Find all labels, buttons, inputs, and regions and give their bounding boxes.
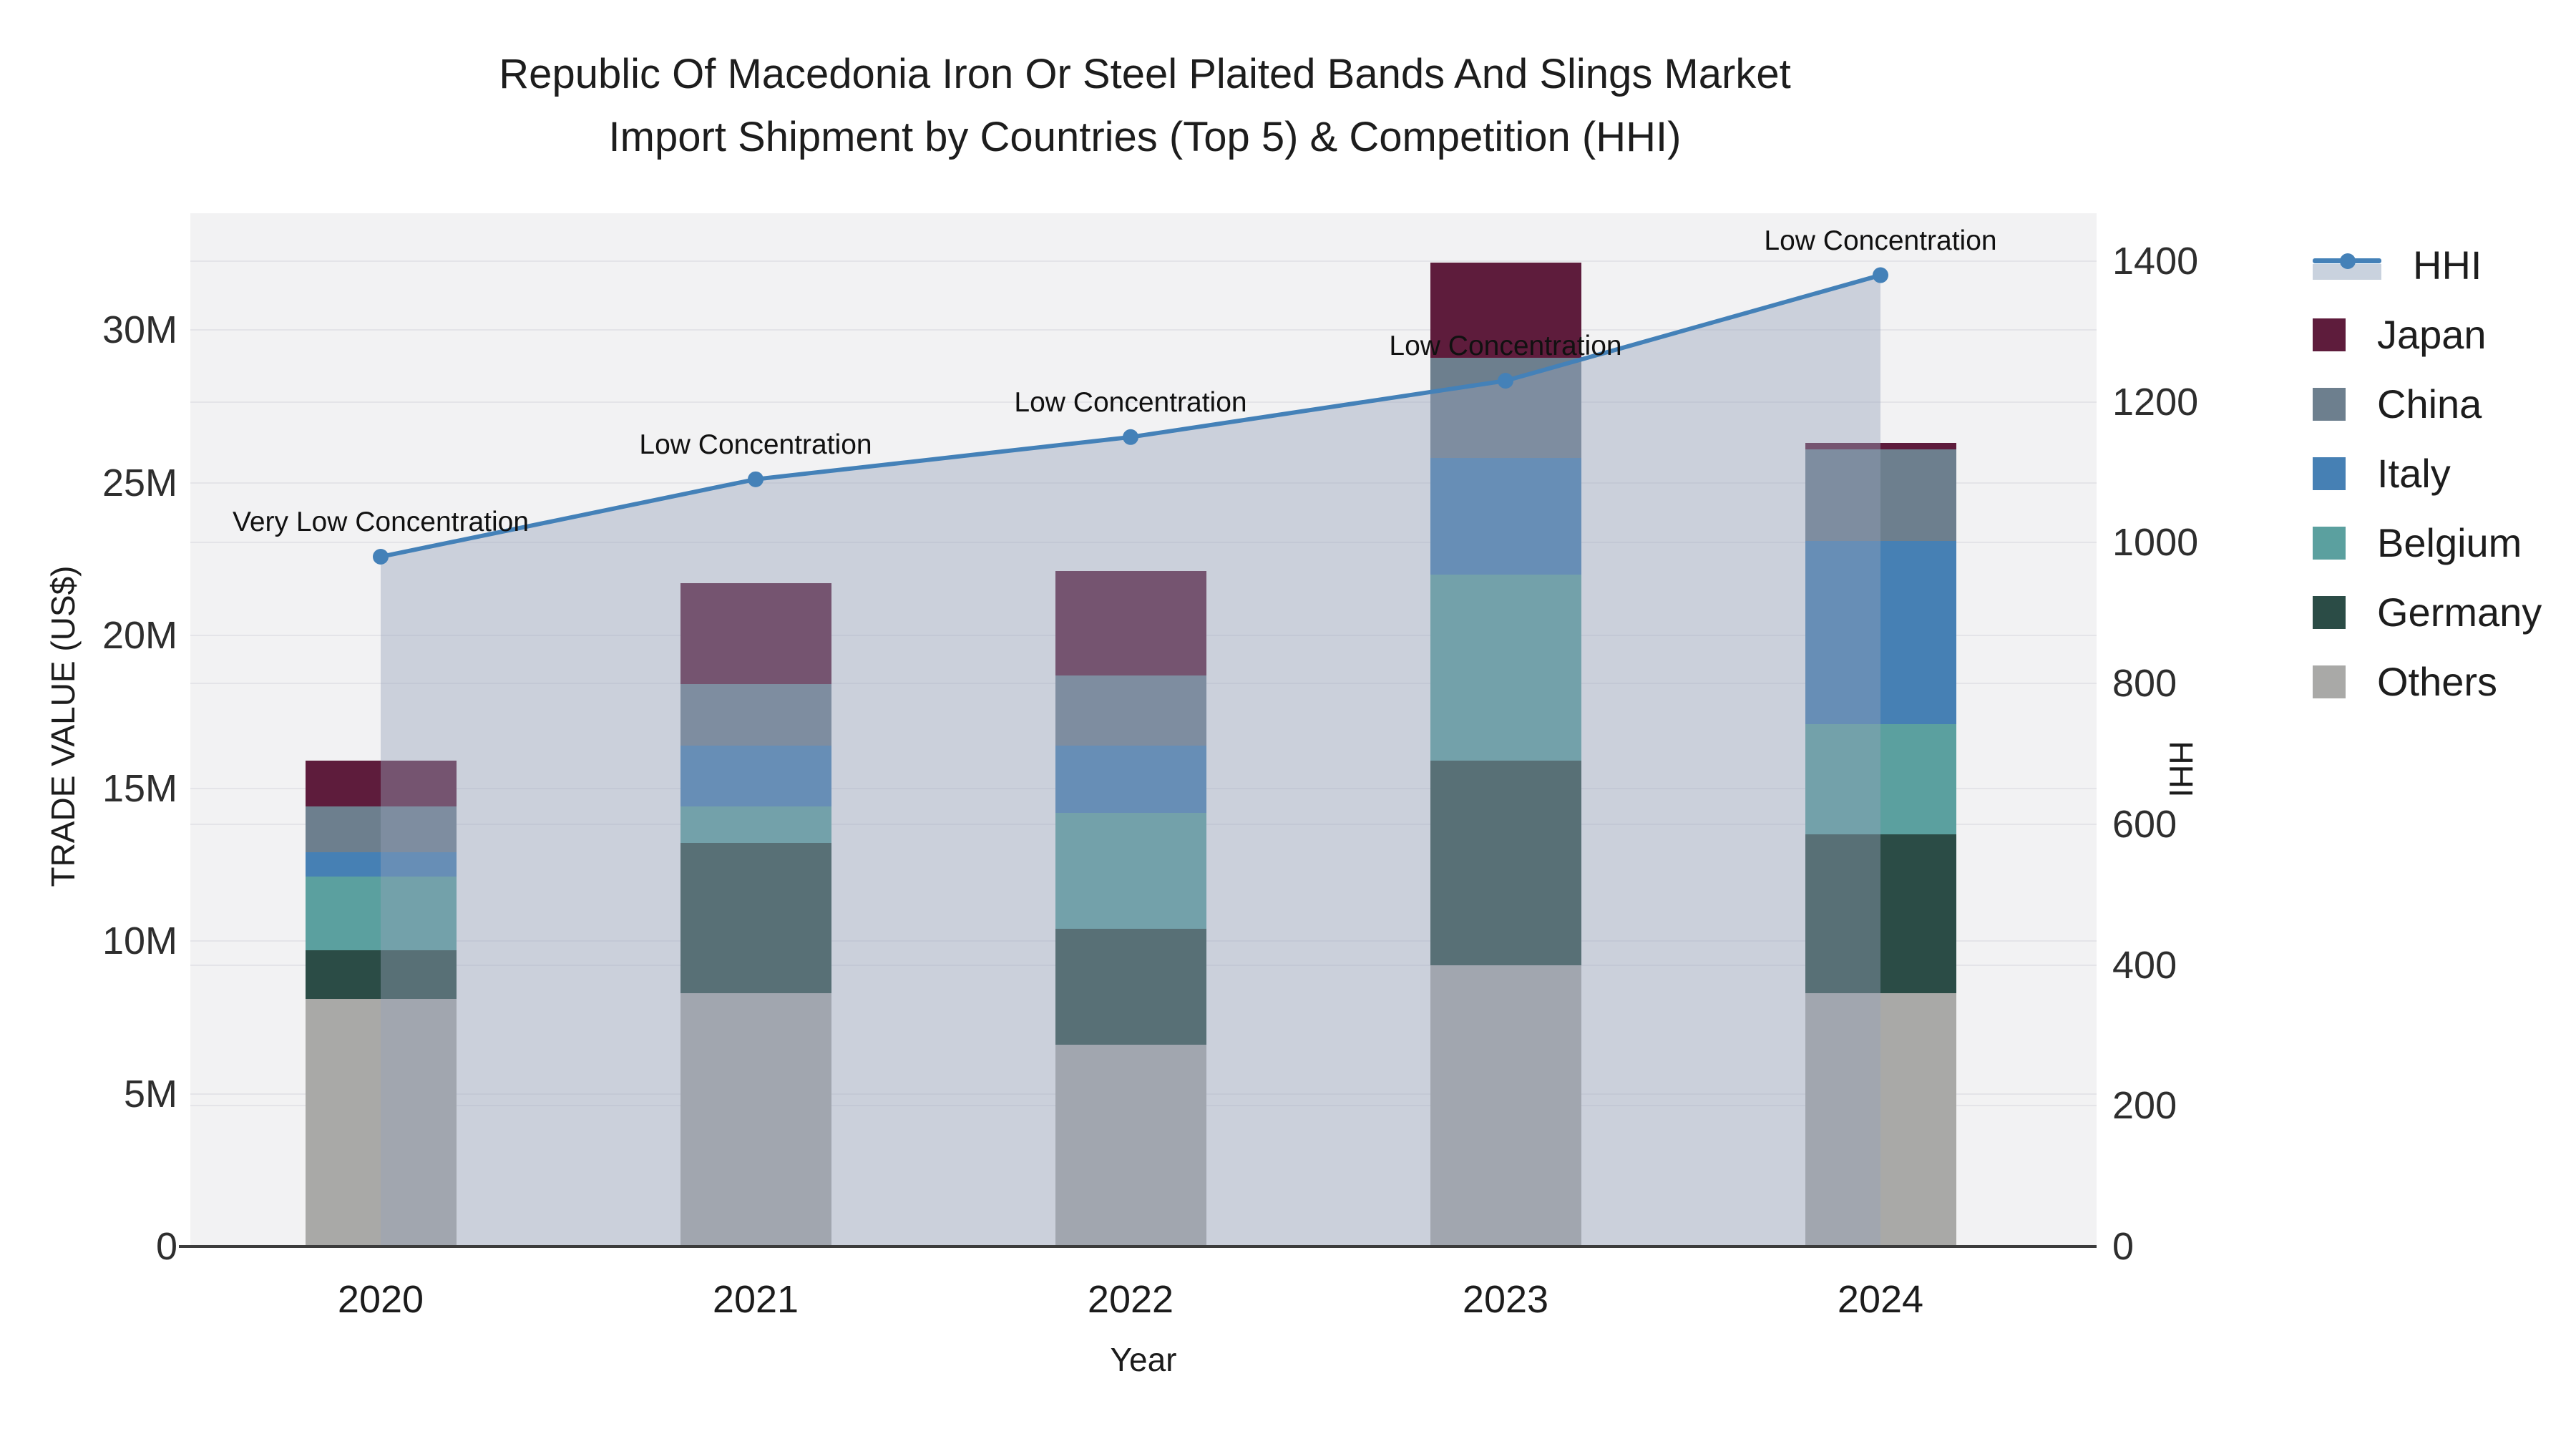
x-axis-title: Year	[1110, 1341, 1177, 1378]
chart-title-line2: Import Shipment by Countries (Top 5) & C…	[608, 114, 1682, 160]
legend-label-germany: Germany	[2377, 590, 2542, 635]
x-axis-line	[179, 1245, 2097, 1248]
bar-segment-germany-2022[interactable]	[1055, 928, 1206, 1045]
gridline-trade-value	[190, 329, 2097, 331]
y-right-tick-1000: 1000	[2112, 521, 2199, 565]
bar-segment-germany-2024[interactable]	[1805, 834, 1956, 993]
bar-segment-belgium-2024[interactable]	[1805, 723, 1956, 834]
y-left-tick-15M: 15M	[102, 766, 177, 810]
bar-segment-italy-2020[interactable]	[305, 852, 457, 877]
y-right-tick-0: 0	[2112, 1225, 2135, 1268]
legend-swatch-icon-china	[2313, 387, 2346, 421]
plot-area	[190, 213, 2097, 1246]
x-tick-2022: 2022	[1087, 1278, 1174, 1321]
y-left-axis-title: TRADE VALUE (US$)	[44, 565, 82, 887]
hhi-marker-2021[interactable]	[748, 471, 763, 487]
y-left-tick-30M: 30M	[102, 308, 177, 352]
legend-item-japan[interactable]: Japan	[2313, 300, 2542, 369]
bar-segment-germany-2020[interactable]	[305, 950, 457, 1000]
y-right-tick-1200: 1200	[2112, 380, 2199, 424]
legend-item-italy[interactable]: Italy	[2313, 439, 2542, 508]
x-tick-2024: 2024	[1837, 1278, 1924, 1321]
legend-item-germany[interactable]: Germany	[2313, 577, 2542, 647]
bar-segment-germany-2021[interactable]	[680, 843, 831, 993]
y-right-tick-800: 800	[2112, 662, 2177, 706]
legend-label-hhi: HHI	[2413, 243, 2482, 288]
bar-segment-germany-2023[interactable]	[1430, 761, 1581, 966]
y-right-tick-600: 600	[2112, 802, 2177, 846]
legend-label-japan: Japan	[2377, 312, 2487, 357]
hhi-marker-2024[interactable]	[1873, 267, 1888, 283]
annotation-2020: Very Low Concentration	[232, 507, 530, 538]
legend-swatch-icon-others	[2313, 665, 2346, 698]
bar-segment-belgium-2023[interactable]	[1430, 574, 1581, 761]
bar-segment-others-2021[interactable]	[680, 992, 831, 1246]
annotation-2022: Low Concentration	[1014, 386, 1247, 418]
y-right-tick-400: 400	[2112, 943, 2177, 987]
legend: HHI Japan China Italy Belgium Germany Others	[2313, 230, 2542, 716]
y-left-tick-25M: 25M	[102, 461, 177, 504]
y-left-tick-5M: 5M	[123, 1072, 177, 1116]
bar-segment-belgium-2021[interactable]	[680, 806, 831, 844]
bar-segment-belgium-2022[interactable]	[1055, 812, 1206, 929]
bar-segment-japan-2024[interactable]	[1805, 443, 1956, 449]
legend-label-italy: Italy	[2377, 451, 2451, 496]
annotation-2021: Low Concentration	[639, 429, 872, 460]
bar-segment-china-2023[interactable]	[1430, 357, 1581, 459]
legend-item-hhi[interactable]: HHI	[2313, 230, 2542, 300]
legend-swatch-icon-belgium	[2313, 526, 2346, 560]
legend-swatch-icon-japan	[2313, 318, 2346, 351]
bar-segment-china-2021[interactable]	[680, 684, 831, 746]
bar-segment-italy-2023[interactable]	[1430, 458, 1581, 575]
legend-swatch-icon-germany	[2313, 595, 2346, 629]
y-left-tick-0: 0	[155, 1225, 177, 1268]
bar-segment-others-2022[interactable]	[1055, 1045, 1206, 1246]
bar-segment-japan-2021[interactable]	[680, 583, 831, 685]
annotation-2024: Low Concentration	[1764, 225, 1997, 256]
x-tick-2023: 2023	[1462, 1278, 1549, 1321]
legend-item-china[interactable]: China	[2313, 369, 2542, 439]
y-right-axis-title: HHI	[2162, 741, 2200, 798]
legend-label-china: China	[2377, 381, 2482, 426]
bar-segment-others-2024[interactable]	[1805, 992, 1956, 1246]
bar-segment-others-2020[interactable]	[305, 999, 457, 1246]
bar-segment-italy-2021[interactable]	[680, 745, 831, 807]
hhi-marker-2022[interactable]	[1123, 429, 1138, 445]
legend-item-belgium[interactable]: Belgium	[2313, 508, 2542, 577]
gridline-hhi	[190, 260, 2097, 262]
y-right-tick-200: 200	[2112, 1084, 2177, 1128]
y-left-tick-20M: 20M	[102, 614, 177, 658]
bar-segment-china-2020[interactable]	[305, 806, 457, 853]
legend-item-others[interactable]: Others	[2313, 647, 2542, 716]
bar-segment-belgium-2020[interactable]	[305, 877, 457, 950]
bar-segment-italy-2024[interactable]	[1805, 540, 1956, 724]
hhi-marker-2020[interactable]	[373, 549, 389, 565]
x-tick-2021: 2021	[712, 1278, 799, 1321]
y-right-tick-1400: 1400	[2112, 239, 2199, 283]
y-left-tick-10M: 10M	[102, 919, 177, 963]
bar-segment-others-2023[interactable]	[1430, 965, 1581, 1246]
legend-swatch-icon-italy	[2313, 457, 2346, 490]
x-tick-2020: 2020	[337, 1278, 424, 1321]
bar-segment-italy-2022[interactable]	[1055, 745, 1206, 813]
chart-title: Republic Of Macedonia Iron Or Steel Plai…	[193, 43, 2097, 169]
bar-segment-china-2022[interactable]	[1055, 675, 1206, 746]
bar-segment-japan-2022[interactable]	[1055, 571, 1206, 675]
chart-title-line1: Republic Of Macedonia Iron Or Steel Plai…	[499, 51, 1791, 97]
legend-label-belgium: Belgium	[2377, 520, 2522, 565]
annotation-2023: Low Concentration	[1389, 331, 1622, 362]
hhi-line-swatch-icon	[2313, 247, 2381, 284]
legend-label-others: Others	[2377, 659, 2498, 704]
bar-segment-china-2024[interactable]	[1805, 449, 1956, 541]
bar-segment-japan-2020[interactable]	[305, 761, 457, 807]
